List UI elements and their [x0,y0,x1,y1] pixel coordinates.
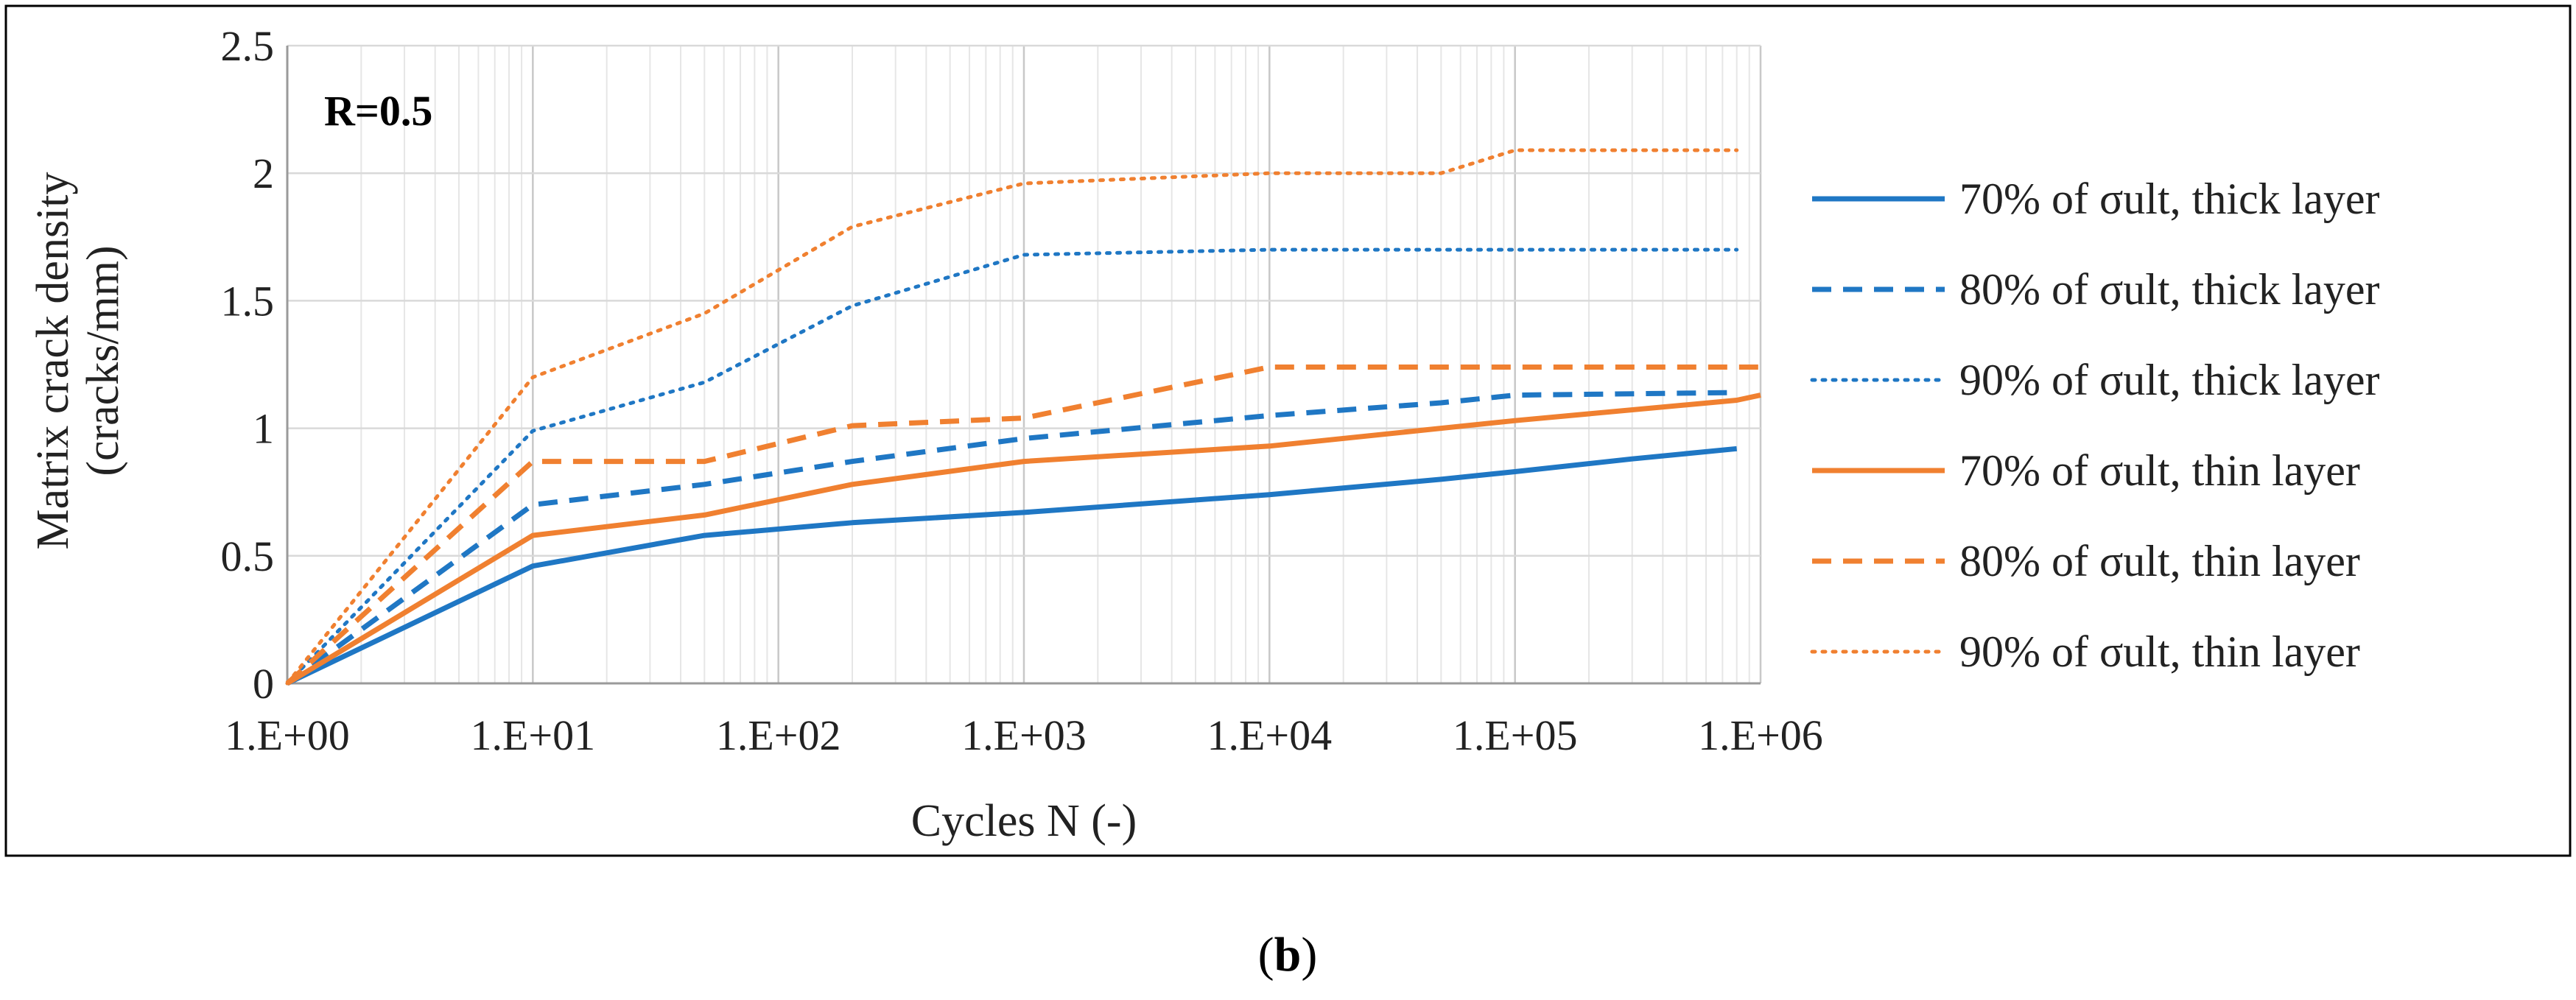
y-axis-title-line2: (cracks/mm) [78,245,128,476]
x-tick-label: 1.E+02 [716,711,841,759]
legend-label: 80% of σult, thin layer [1959,537,2360,585]
series-line [285,148,1739,686]
x-tick-label: 1.E+04 [1207,711,1333,759]
x-tick-label: 1.E+00 [225,711,350,759]
series-line [286,392,1761,686]
legend: 70% of σult, thick layer 80% of σult, thi… [1810,175,2380,676]
y-tick-label: 0 [253,660,274,708]
y-tick-label: 1 [253,405,274,453]
legend-label: 90% of σult, thick layer [1959,356,2380,404]
y-tick-label: 2.5 [221,22,275,70]
x-tick-label: 1.E+01 [471,711,596,759]
y-axis-title-line1: Matrix crack density [28,172,78,549]
caption-letter: b [1274,928,1302,982]
x-tick-label: 1.E+03 [961,711,1087,759]
axes: 0 0.5 1 1.5 2 2.5 1.E+00 1.E+01 1.E+02 1.E+03 1.E+… [221,22,1823,759]
series-line [286,446,1738,686]
y-tick-label: 0.5 [221,532,275,580]
legend-label: 90% of σult, thin layer [1959,627,2360,676]
y-tick-label: 2 [253,149,274,197]
legend-label: 70% of σult, thick layer [1959,175,2380,223]
y-tick-label: 1.5 [221,277,275,325]
series-line [285,365,1761,686]
series-lines [285,148,1761,686]
figure-caption: (b) [1258,928,1318,982]
caption-open: ( [1258,928,1274,982]
legend-label: 70% of σult, thin layer [1959,446,2360,495]
x-axis-title: Cycles N (-) [911,796,1137,846]
series-line [285,247,1739,686]
caption-close: ) [1301,928,1317,982]
x-tick-label: 1.E+06 [1698,711,1823,759]
x-tick-label: 1.E+05 [1453,711,1578,759]
ratio-annotation: R=0.5 [324,87,432,135]
legend-label: 80% of σult, thick layer [1959,265,2380,314]
chart-border [4,4,2572,857]
